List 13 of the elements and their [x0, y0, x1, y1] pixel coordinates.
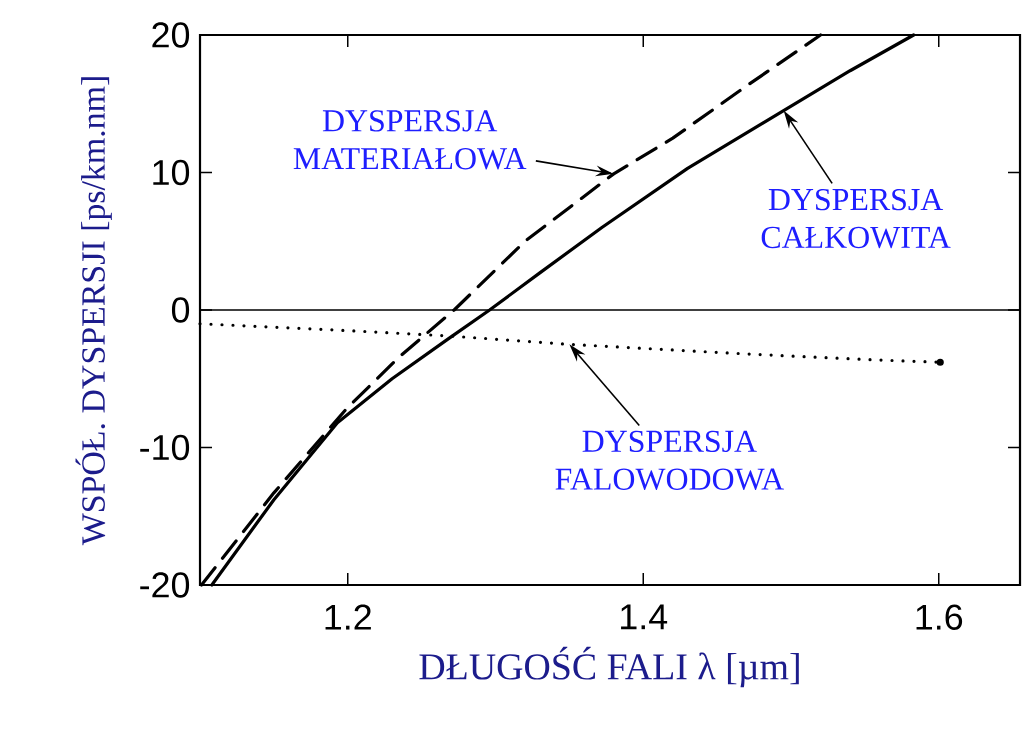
- y-axis-title: WSPÓŁ. DYSPERSJI [ps/km.nm]: [75, 77, 112, 546]
- y-tick-label: 20: [152, 22, 190, 48]
- y-tick-label: 0: [171, 297, 190, 323]
- annotation: DYSPERSJA CAŁKOWITA: [761, 188, 951, 249]
- annotation: DYSPERSJA FALOWODOWA: [555, 430, 784, 491]
- y-tick-label: -10: [140, 434, 190, 461]
- x-tick-label: 1.2: [325, 604, 371, 630]
- y-tick-label: 10: [153, 159, 190, 186]
- x-tick-label: 1.4: [621, 604, 668, 630]
- x-tick-label: 1.6: [916, 604, 963, 630]
- y-tick-label: -20: [140, 572, 190, 598]
- annotation: DYSPERSJA MATERIAŁOWA: [293, 110, 527, 170]
- x-axis-title: DŁUGOŚĆ FALI λ [µm]: [419, 646, 799, 688]
